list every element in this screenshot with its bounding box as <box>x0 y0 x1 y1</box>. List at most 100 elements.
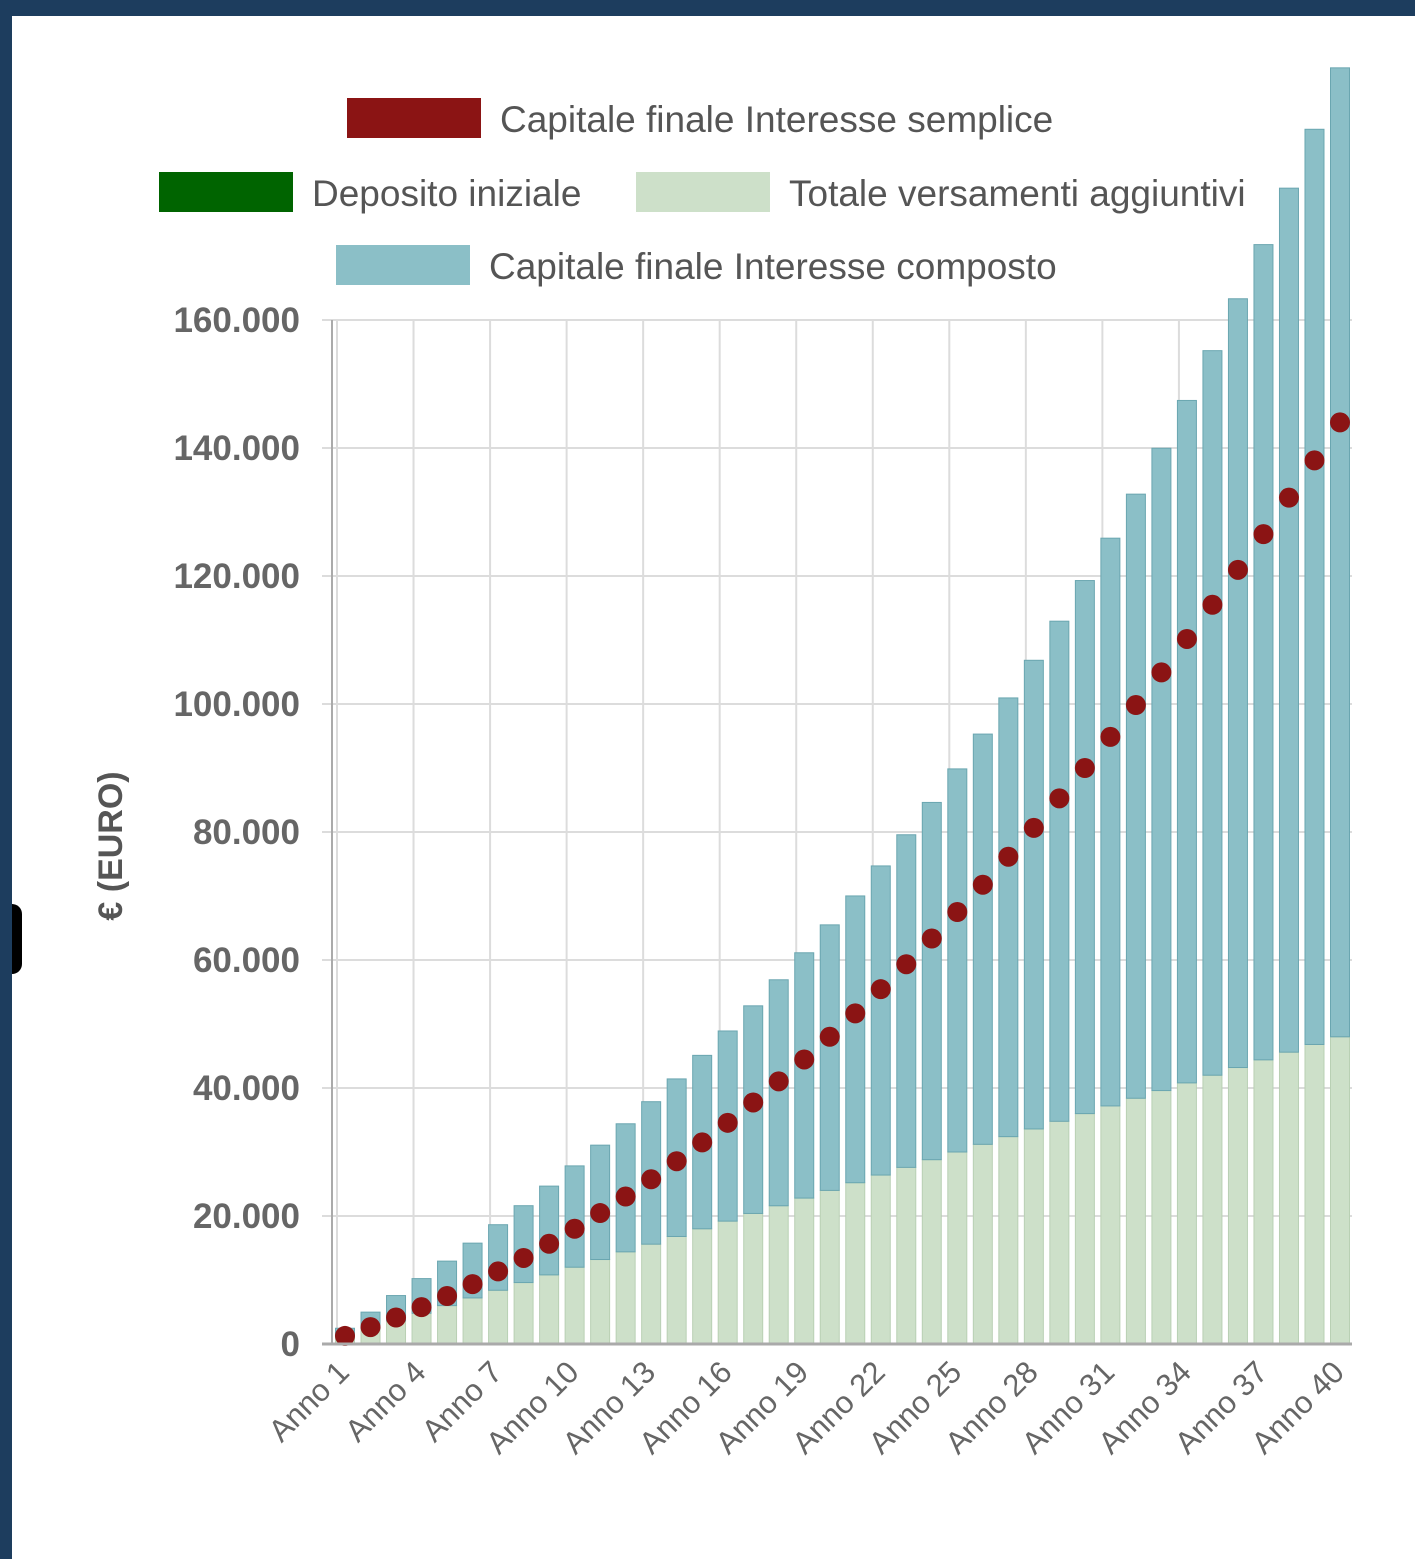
bar-s1-39 <box>1304 1043 1325 1345</box>
bar-s1-21 <box>845 1182 866 1345</box>
dot-simple-interest-20 <box>819 1026 840 1047</box>
bar-s1-12 <box>615 1251 636 1345</box>
bar-s1-31 <box>1100 1105 1121 1345</box>
bar-s1-27 <box>998 1136 1019 1345</box>
dot-simple-interest-36 <box>1227 559 1248 580</box>
dot-simple-interest-2 <box>360 1317 381 1338</box>
bar-s1-34 <box>1176 1082 1197 1345</box>
legend: Capitale finale Interesse semplice Depos… <box>159 98 1246 287</box>
dot-simple-interest-12 <box>615 1186 636 1207</box>
bar-s2-19 <box>794 952 815 1199</box>
dot-simple-interest-30 <box>1074 758 1095 778</box>
bar-s2-28 <box>1023 659 1044 1130</box>
y-tick-label-3: 60.000 <box>193 941 300 980</box>
bar-s1-22 <box>870 1174 891 1345</box>
bar-s2-30 <box>1074 580 1095 1115</box>
dot-simple-interest-10 <box>564 1218 585 1239</box>
bar-s2-33 <box>1151 447 1172 1092</box>
edge-shape <box>12 904 22 974</box>
bar-s1-33 <box>1151 1090 1172 1345</box>
bar-s1-28 <box>1023 1128 1044 1345</box>
y-tick-label-4: 80.000 <box>193 813 300 852</box>
legend-label-initial-deposit: Deposito iniziale <box>312 173 581 214</box>
y-tick-labels: 0 20.000 40.000 60.000 80.000 100.000 120.000 1… <box>173 301 300 1364</box>
dot-simple-interest-15 <box>692 1132 713 1153</box>
bar-s1-35 <box>1202 1074 1223 1345</box>
dot-simple-interest-6 <box>462 1274 483 1295</box>
bar-s2-31 <box>1100 537 1121 1107</box>
bar-s1-14 <box>666 1235 687 1345</box>
dot-simple-interest-7 <box>488 1261 509 1282</box>
bar-s2-40 <box>1330 67 1350 1038</box>
dot-simple-interest-39 <box>1304 450 1325 471</box>
y-tick-label-0: 0 <box>281 1325 300 1364</box>
chart-card: Capitale finale Interesse semplice Depos… <box>12 16 1415 1559</box>
bar-s1-17 <box>743 1212 764 1345</box>
bar-s2-20 <box>819 924 840 1191</box>
dot-simple-interest-40 <box>1330 412 1350 433</box>
y-tick-label-7: 140.000 <box>173 429 300 468</box>
bar-s1-19 <box>794 1197 815 1345</box>
bar-s1-8 <box>513 1282 534 1345</box>
dot-simple-interest-14 <box>666 1151 687 1172</box>
bar-s1-23 <box>896 1166 917 1345</box>
bar-s1-13 <box>641 1243 662 1345</box>
dot-simple-interest-34 <box>1176 628 1197 649</box>
bar-s2-10 <box>564 1165 585 1268</box>
y-tick-label-8: 160.000 <box>173 301 300 340</box>
bar-s2-35 <box>1202 350 1223 1076</box>
bar-s2-32 <box>1125 493 1146 1099</box>
bar-s1-37 <box>1253 1059 1274 1345</box>
dot-simple-interest-17 <box>743 1092 764 1113</box>
bar-s1-38 <box>1278 1051 1299 1345</box>
bar-s2-27 <box>998 697 1019 1138</box>
bar-s1-16 <box>717 1220 738 1345</box>
bar-s1-25 <box>947 1151 968 1345</box>
y-tick-label-6: 120.000 <box>173 557 300 596</box>
dots <box>335 412 1350 1346</box>
bar-s1-20 <box>819 1189 840 1345</box>
dot-simple-interest-37 <box>1253 524 1274 545</box>
dot-simple-interest-25 <box>947 902 968 922</box>
bar-s2-37 <box>1253 244 1274 1061</box>
dot-simple-interest-13 <box>641 1169 662 1190</box>
dot-simple-interest-23 <box>896 954 917 975</box>
y-tick-label-2: 40.000 <box>193 1069 300 1108</box>
legend-label-additional-payments: Totale versamenti aggiuntivi <box>789 173 1246 214</box>
legend-label-compound-interest: Capitale finale Interesse composto <box>489 246 1057 287</box>
dot-simple-interest-5 <box>437 1286 458 1306</box>
axes <box>322 320 1352 1346</box>
bar-s2-39 <box>1304 128 1325 1045</box>
bar-s1-40 <box>1330 1036 1350 1345</box>
bar-s1-10 <box>564 1266 585 1345</box>
dot-simple-interest-24 <box>921 928 942 949</box>
dot-simple-interest-9 <box>539 1233 560 1254</box>
bar-s2-23 <box>896 834 917 1168</box>
bar-s1-24 <box>921 1159 942 1345</box>
bar-s1-4 <box>411 1312 432 1345</box>
dot-simple-interest-32 <box>1125 695 1146 716</box>
dot-simple-interest-8 <box>513 1247 534 1268</box>
dot-simple-interest-33 <box>1151 662 1172 683</box>
bar-s1-30 <box>1074 1113 1095 1345</box>
dot-simple-interest-3 <box>386 1307 407 1328</box>
bar-s1-11 <box>590 1259 611 1345</box>
bars <box>335 67 1350 1345</box>
dot-simple-interest-4 <box>411 1297 432 1318</box>
legend-label-simple-interest: Capitale finale Interesse semplice <box>500 99 1053 140</box>
bar-s2-9 <box>539 1185 560 1276</box>
bar-s1-6 <box>462 1297 483 1345</box>
dot-simple-interest-38 <box>1278 487 1299 508</box>
bar-s2-24 <box>921 801 942 1161</box>
bar-s2-8 <box>513 1205 534 1284</box>
dot-simple-interest-35 <box>1202 594 1223 615</box>
dot-simple-interest-18 <box>768 1071 789 1092</box>
dot-simple-interest-16 <box>717 1112 738 1133</box>
bar-s1-5 <box>437 1305 458 1345</box>
bar-s2-22 <box>870 865 891 1176</box>
bar-s2-25 <box>947 768 968 1153</box>
dot-simple-interest-28 <box>1023 817 1044 838</box>
dot-simple-interest-21 <box>845 1003 866 1024</box>
legend-swatch-simple-interest <box>347 98 481 138</box>
